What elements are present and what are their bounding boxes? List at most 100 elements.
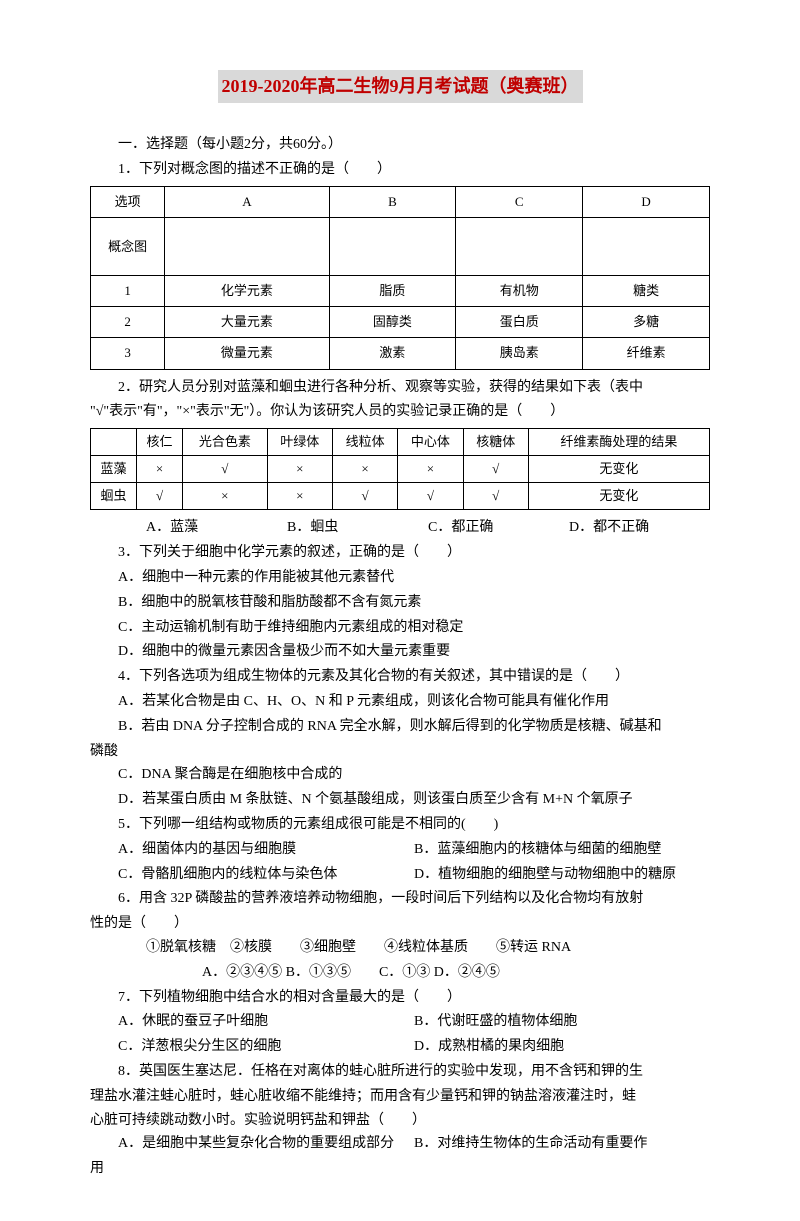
cell: 脂质: [329, 276, 456, 307]
cell: 3: [91, 338, 165, 369]
cell: 有机物: [456, 276, 583, 307]
cell: 核糖体: [463, 429, 528, 456]
cell: [456, 218, 583, 276]
q8-a: A．是细胞中某些复杂化合物的重要组成部分: [118, 1132, 414, 1156]
cell: ×: [267, 483, 332, 510]
cell: 核仁: [137, 429, 183, 456]
cell: 固醇类: [329, 307, 456, 338]
table-row: 蛔虫 √ × × √ √ √ 无变化: [91, 483, 710, 510]
opt: A．蓝藻: [146, 516, 287, 540]
cell: 蛔虫: [91, 483, 137, 510]
cell: 糖类: [583, 276, 710, 307]
table-row: 2 大量元素 固醇类 蛋白质 多糖: [91, 307, 710, 338]
cell: 线粒体: [332, 429, 397, 456]
table-row: 1 化学元素 脂质 有机物 糖类: [91, 276, 710, 307]
q5-a: A．细菌体内的基因与细胞膜: [118, 838, 414, 862]
q1-stem: 1．下列对概念图的描述不正确的是（ ）: [90, 158, 710, 182]
q3-a: A．细胞中一种元素的作用能被其他元素替代: [90, 566, 710, 590]
table-row: 概念图: [91, 218, 710, 276]
opt: D．都不正确: [569, 516, 710, 540]
q4-c: C．DNA 聚合酶是在细胞核中合成的: [90, 763, 710, 787]
cell: 1: [91, 276, 165, 307]
table-row: 选项 A B C D: [91, 187, 710, 218]
cell: √: [137, 483, 183, 510]
cell: 无变化: [528, 456, 709, 483]
q2-stem: "√"表示"有"，"×"表示"无"）。你认为该研究人员的实验记录正确的是（ ）: [90, 400, 710, 424]
q4-b: 磷酸: [90, 740, 710, 764]
q7-c: C．洋葱根尖分生区的细胞: [118, 1035, 414, 1059]
q4-a: A．若某化合物是由 C、H、O、N 和 P 元素组成，则该化合物可能具有催化作用: [90, 690, 710, 714]
cell: [329, 218, 456, 276]
q6-items: ①脱氧核糖 ②核膜 ③细胞壁 ④线粒体基质 ⑤转运 RNA: [90, 936, 710, 960]
cell: 纤维素: [583, 338, 710, 369]
q8-stem: 心脏可持续跳动数小时。实验说明钙盐和钾盐（ ）: [90, 1109, 710, 1133]
cell: ×: [332, 456, 397, 483]
cell: 蓝藻: [91, 456, 137, 483]
q5-row2: C．骨骼肌细胞内的线粒体与染色体 D．植物细胞的细胞壁与动物细胞中的糖原: [90, 863, 710, 887]
q3-c: C．主动运输机制有助于维持细胞内元素组成的相对稳定: [90, 616, 710, 640]
q4-stem: 4．下列各选项为组成生物体的元素及其化合物的有关叙述，其中错误的是（ ）: [90, 665, 710, 689]
cell: √: [398, 483, 463, 510]
cell: [583, 218, 710, 276]
cell: 蛋白质: [456, 307, 583, 338]
cell: A: [165, 187, 329, 218]
q3-stem: 3．下列关于细胞中化学元素的叙述，正确的是（ ）: [90, 541, 710, 565]
q7-a: A．休眠的蚕豆子叶细胞: [118, 1010, 414, 1034]
cell: C: [456, 187, 583, 218]
opt: B．蛔虫: [287, 516, 428, 540]
q6-stem: 性的是（ ）: [90, 912, 710, 936]
q4-d: D．若某蛋白质由 M 条肽链、N 个氨基酸组成，则该蛋白质至少含有 M+N 个氧…: [90, 788, 710, 812]
cell: 激素: [329, 338, 456, 369]
cell: 大量元素: [165, 307, 329, 338]
q3-d: D．细胞中的微量元素因含量极少而不如大量元素重要: [90, 640, 710, 664]
cell: 叶绿体: [267, 429, 332, 456]
q8-b: B．对维持生物体的生命活动有重要作: [414, 1132, 710, 1156]
opt: C．都正确: [428, 516, 569, 540]
q7-b: B．代谢旺盛的植物体细胞: [414, 1010, 710, 1034]
q6-stem: 6．用含 32P 磷酸盐的营养液培养动物细胞，一段时间后下列结构以及化合物均有放…: [90, 887, 710, 911]
q7-row1: A．休眠的蚕豆子叶细胞 B．代谢旺盛的植物体细胞: [90, 1010, 710, 1034]
q7-d: D．成熟柑橘的果肉细胞: [414, 1035, 710, 1059]
q5-b: B．蓝藻细胞内的核糖体与细菌的细胞壁: [414, 838, 710, 862]
cell: √: [463, 483, 528, 510]
cell: ×: [137, 456, 183, 483]
q3-b: B．细胞中的脱氧核苷酸和脂肪酸都不含有氮元素: [90, 591, 710, 615]
q5-c: C．骨骼肌细胞内的线粒体与染色体: [118, 863, 414, 887]
table-row: 核仁 光合色素 叶绿体 线粒体 中心体 核糖体 纤维素酶处理的结果: [91, 429, 710, 456]
cell: 微量元素: [165, 338, 329, 369]
q8-stem: 8．英国医生塞达尼．任格在对离体的蛙心脏所进行的实验中发现，用不含钙和钾的生: [90, 1060, 710, 1084]
table-row: 3 微量元素 激素 胰岛素 纤维素: [91, 338, 710, 369]
q8-b: 用: [90, 1157, 710, 1181]
cell: 光合色素: [183, 429, 268, 456]
cell: √: [463, 456, 528, 483]
cell: ×: [267, 456, 332, 483]
cell: 概念图: [91, 218, 165, 276]
q5-stem: 5．下列哪一组结构或物质的元素组成很可能是不相同的( ): [90, 813, 710, 837]
cell: 2: [91, 307, 165, 338]
cell: [165, 218, 329, 276]
q7-stem: 7．下列植物细胞中结合水的相对含量最大的是（ ）: [90, 986, 710, 1010]
cell: B: [329, 187, 456, 218]
q2-stem: 2．研究人员分别对蓝藻和蛔虫进行各种分析、观察等实验，获得的结果如下表（表中: [90, 376, 710, 400]
cell: 胰岛素: [456, 338, 583, 369]
cell: D: [583, 187, 710, 218]
cell: √: [332, 483, 397, 510]
section-heading: 一．选择题（每小题2分，共60分。）: [90, 133, 710, 157]
q4-b: B．若由 DNA 分子控制合成的 RNA 完全水解，则水解后得到的化学物质是核糖…: [90, 715, 710, 739]
q5-row1: A．细菌体内的基因与细胞膜 B．蓝藻细胞内的核糖体与细菌的细胞壁: [90, 838, 710, 862]
q6-opts: A．②③④⑤ B．①③⑤ C．①③ D．②④⑤: [90, 961, 710, 985]
q8-row: A．是细胞中某些复杂化合物的重要组成部分 B．对维持生物体的生命活动有重要作: [90, 1132, 710, 1156]
q5-d: D．植物细胞的细胞壁与动物细胞中的糖原: [414, 863, 710, 887]
q2-table: 核仁 光合色素 叶绿体 线粒体 中心体 核糖体 纤维素酶处理的结果 蓝藻 × √…: [90, 428, 710, 510]
cell: 纤维素酶处理的结果: [528, 429, 709, 456]
table-row: 蓝藻 × √ × × × √ 无变化: [91, 456, 710, 483]
q2-options: A．蓝藻 B．蛔虫 C．都正确 D．都不正确: [90, 516, 710, 540]
cell: √: [183, 456, 268, 483]
cell: 无变化: [528, 483, 709, 510]
cell: [91, 429, 137, 456]
cell: 中心体: [398, 429, 463, 456]
q1-table: 选项 A B C D 概念图 1 化学元素 脂质 有机物 糖类 2 大量元素 固…: [90, 186, 710, 369]
cell: ×: [183, 483, 268, 510]
q8-stem: 理盐水灌注蛙心脏时，蛙心脏收缩不能维持；而用含有少量钙和钾的钠盐溶液灌注时，蛙: [90, 1085, 710, 1109]
q7-row2: C．洋葱根尖分生区的细胞 D．成熟柑橘的果肉细胞: [90, 1035, 710, 1059]
